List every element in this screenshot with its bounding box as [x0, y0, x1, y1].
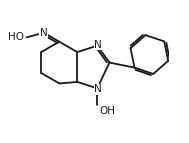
- Text: OH: OH: [99, 106, 115, 116]
- Text: N: N: [94, 40, 102, 50]
- Text: HO: HO: [8, 32, 24, 42]
- Text: N: N: [40, 28, 48, 38]
- Text: N: N: [94, 84, 102, 94]
